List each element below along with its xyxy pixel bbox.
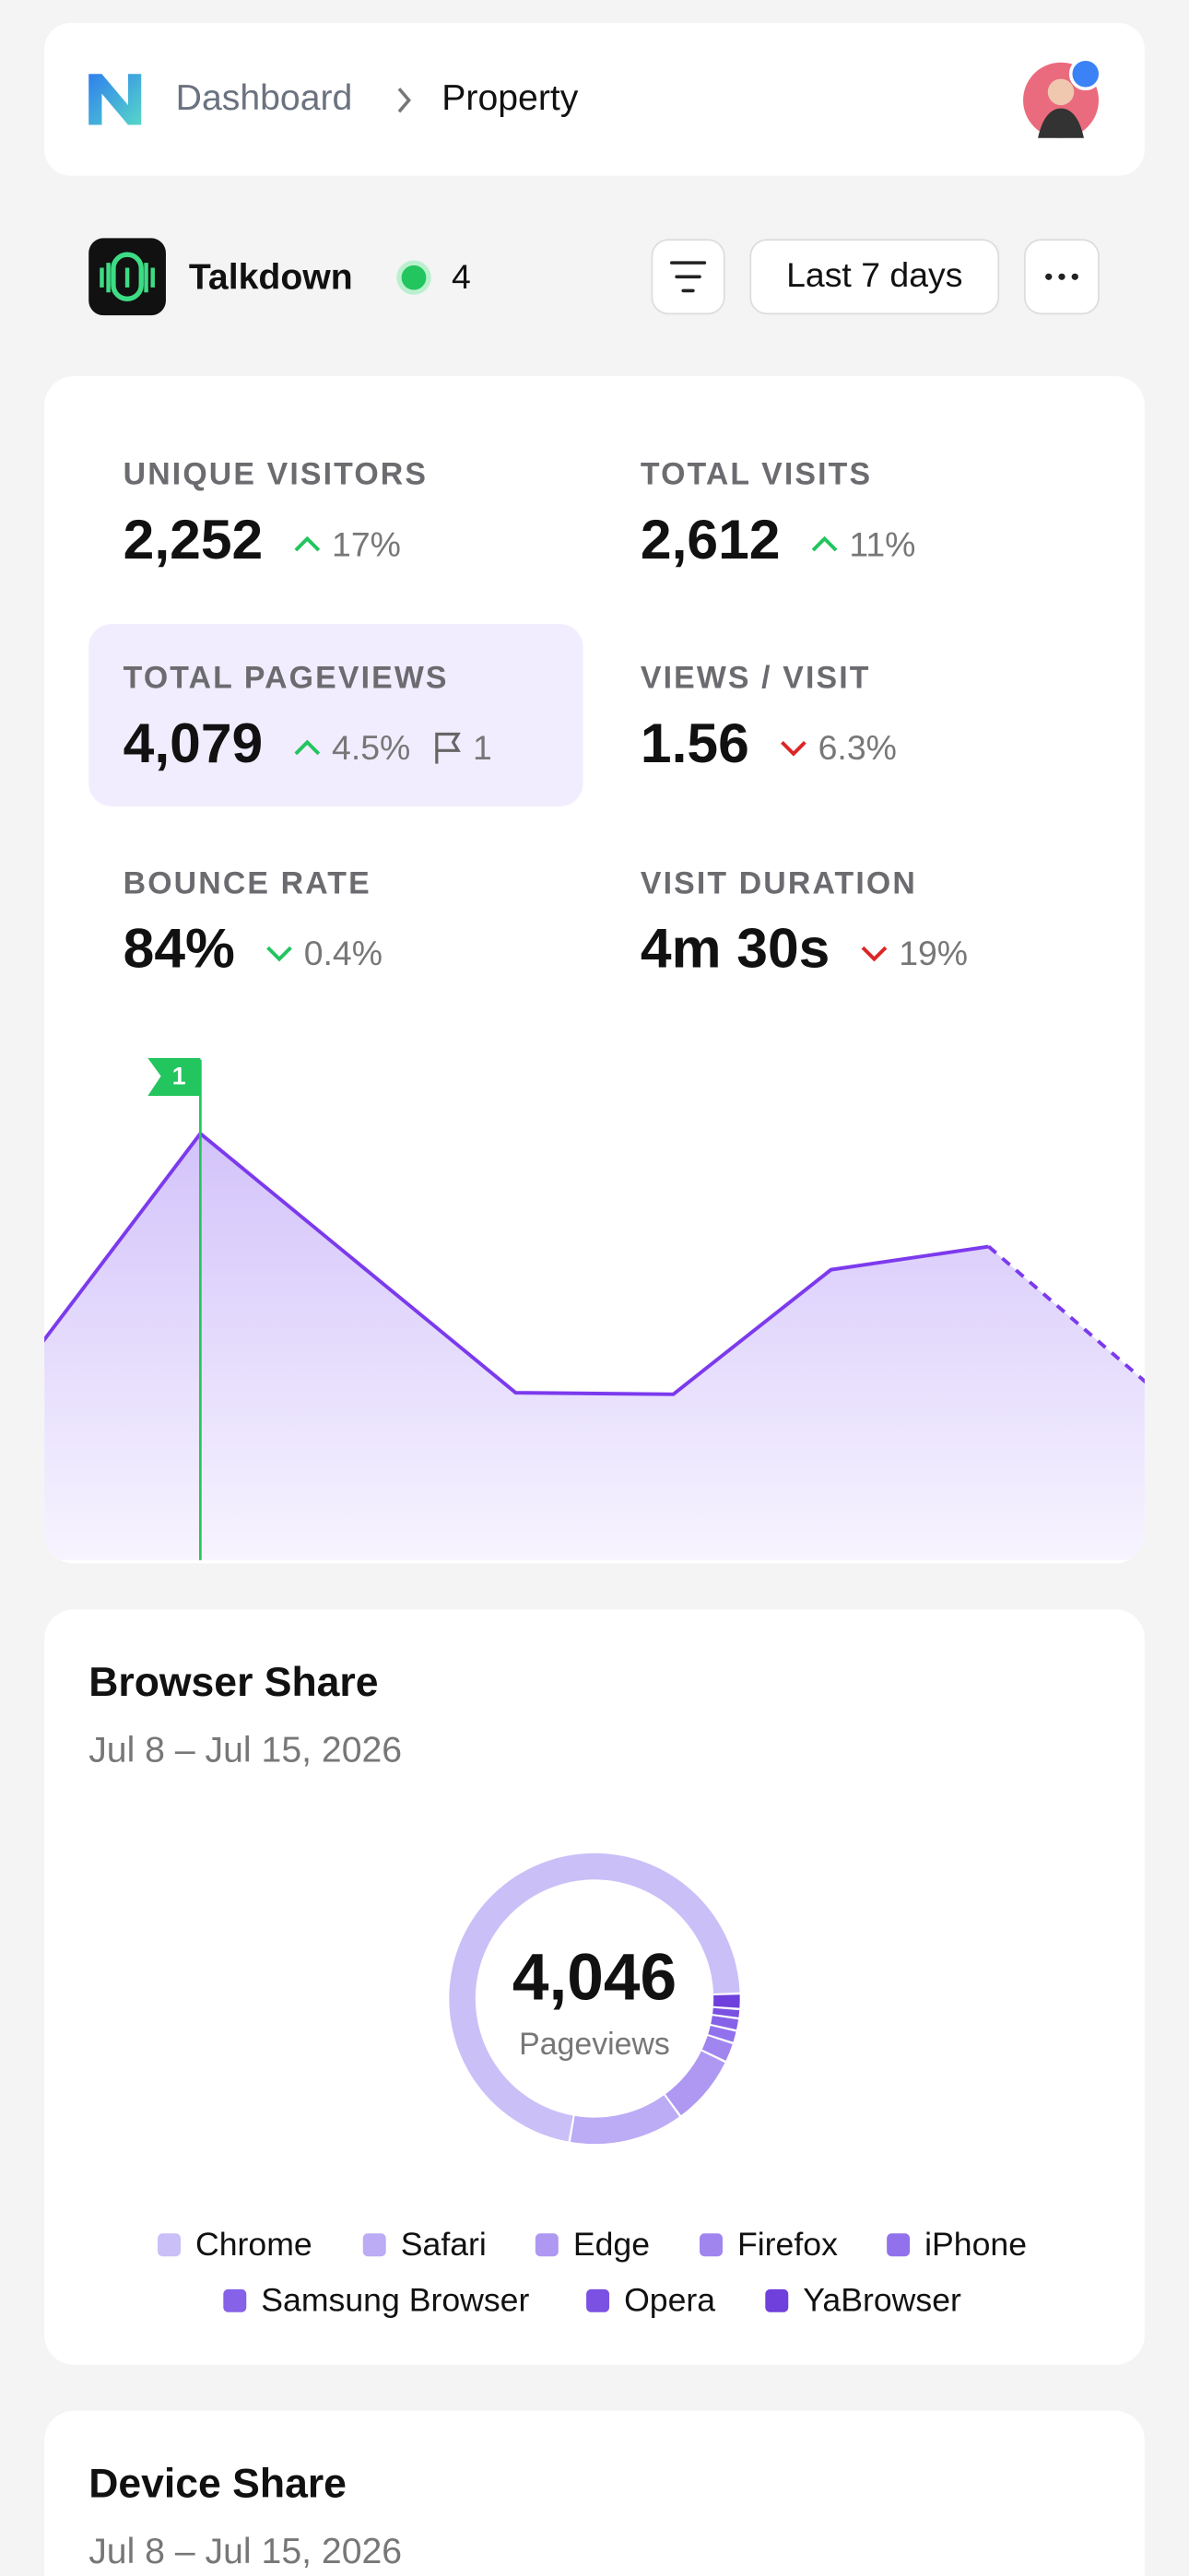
stat-change: 17% xyxy=(332,524,401,563)
flag[interactable] xyxy=(147,1058,201,1096)
logo[interactable] xyxy=(88,74,142,125)
legend-swatch xyxy=(158,2233,181,2257)
stats: UNIQUE VISITORS 2,252 17% TOTAL VISITS 2,612… xyxy=(88,457,968,979)
legend-label[interactable]: YaBrowser xyxy=(803,2282,961,2319)
legend-swatch xyxy=(362,2233,386,2257)
legend-swatch xyxy=(535,2233,559,2257)
stat-change: 6.3% xyxy=(818,728,897,767)
stat-change: 19% xyxy=(899,934,968,972)
legend-label[interactable]: Firefox xyxy=(737,2226,838,2263)
stat-change: 4.5% xyxy=(332,728,410,767)
filter-icon xyxy=(669,261,707,293)
legend-label[interactable]: iPhone xyxy=(924,2226,1027,2263)
change-arrow xyxy=(294,535,321,552)
avatar-figure xyxy=(1038,108,1084,138)
date-range-button[interactable] xyxy=(749,239,1000,315)
stat-label[interactable]: BOUNCE RATE xyxy=(124,865,371,900)
donut-segment[interactable] xyxy=(708,2025,736,2042)
app-name[interactable]: Talkdown xyxy=(189,257,353,297)
avatar-face xyxy=(1047,78,1075,106)
stat-change: 11% xyxy=(849,524,915,563)
flag-icon xyxy=(435,732,461,764)
browser-card xyxy=(44,1609,1145,2365)
stat-change: 0.4% xyxy=(304,934,383,972)
change-arrow xyxy=(811,535,838,552)
donut-segment[interactable] xyxy=(701,2035,733,2061)
stat-label[interactable]: TOTAL VISITS xyxy=(641,457,872,492)
donut-segment[interactable] xyxy=(570,2095,679,2145)
app-icon-mic xyxy=(111,252,144,302)
date-range-label: Last 7 days xyxy=(786,255,962,294)
legend-label[interactable]: Edge xyxy=(573,2226,650,2263)
app-icon-wave xyxy=(100,263,155,293)
stat-label[interactable]: VISIT DURATION xyxy=(641,865,917,900)
legend-swatch xyxy=(586,2288,610,2312)
card-title: Browser Share xyxy=(88,1660,378,1705)
change-arrow xyxy=(294,739,321,756)
legend-label[interactable]: Safari xyxy=(401,2226,487,2263)
stat-value: 84% xyxy=(124,916,235,979)
card-subtitle: Jul 8 – Jul 15, 2026 xyxy=(88,2532,402,2571)
stat-highlight xyxy=(88,624,583,806)
stat-value: 2,252 xyxy=(124,508,264,570)
stat-value: 1.56 xyxy=(641,712,749,774)
donut-segment[interactable] xyxy=(712,2007,740,2017)
online-count: 4 xyxy=(452,257,471,296)
donut-segment[interactable] xyxy=(449,1853,740,2142)
legend-swatch xyxy=(223,2288,247,2312)
stat-value: 4m 30s xyxy=(641,916,830,979)
notification-dot xyxy=(1068,57,1102,91)
stat-label[interactable]: TOTAL PAGEVIEWS xyxy=(124,661,449,696)
area-fill xyxy=(44,1133,1145,1560)
donut-total: 4,046 xyxy=(512,1940,677,2014)
legend-swatch xyxy=(887,2233,911,2257)
chevron xyxy=(397,88,412,113)
legend-label[interactable]: Samsung Browser xyxy=(261,2282,529,2319)
header-card xyxy=(44,23,1145,176)
legend-swatch xyxy=(765,2288,789,2312)
flag-count: 1 xyxy=(473,728,492,767)
pageviews-chart: 1 xyxy=(44,1058,1145,1560)
device-card xyxy=(44,2410,1145,2576)
online-dot xyxy=(396,260,431,295)
card-title: Device Share xyxy=(88,2461,347,2506)
legend-label[interactable]: Opera xyxy=(624,2282,715,2319)
breadcrumb-link[interactable]: Dashboard xyxy=(176,78,353,118)
stat-value: 4,079 xyxy=(124,712,264,774)
stat-value: 2,612 xyxy=(641,508,781,570)
donut-segment[interactable] xyxy=(711,2016,739,2030)
breadcrumb-current: Property xyxy=(441,78,579,118)
stat-label[interactable]: VIEWS / VISIT xyxy=(641,661,871,696)
legend-label[interactable]: Chrome xyxy=(195,2226,312,2263)
change-arrow xyxy=(861,946,888,962)
change-arrow xyxy=(266,946,292,962)
flag-label: 1 xyxy=(172,1062,186,1089)
legend-swatch xyxy=(700,2233,723,2257)
donut-segment[interactable] xyxy=(665,2051,725,2116)
browser-donut: Chrome Safari Edge Firefox iPhone Samsung Bro… xyxy=(158,1853,1027,2319)
stat-label[interactable]: UNIQUE VISITORS xyxy=(124,457,428,492)
card-subtitle: Jul 8 – Jul 15, 2026 xyxy=(88,1731,402,1770)
donut-caption: Pageviews xyxy=(519,2027,670,2062)
change-arrow xyxy=(781,741,806,757)
